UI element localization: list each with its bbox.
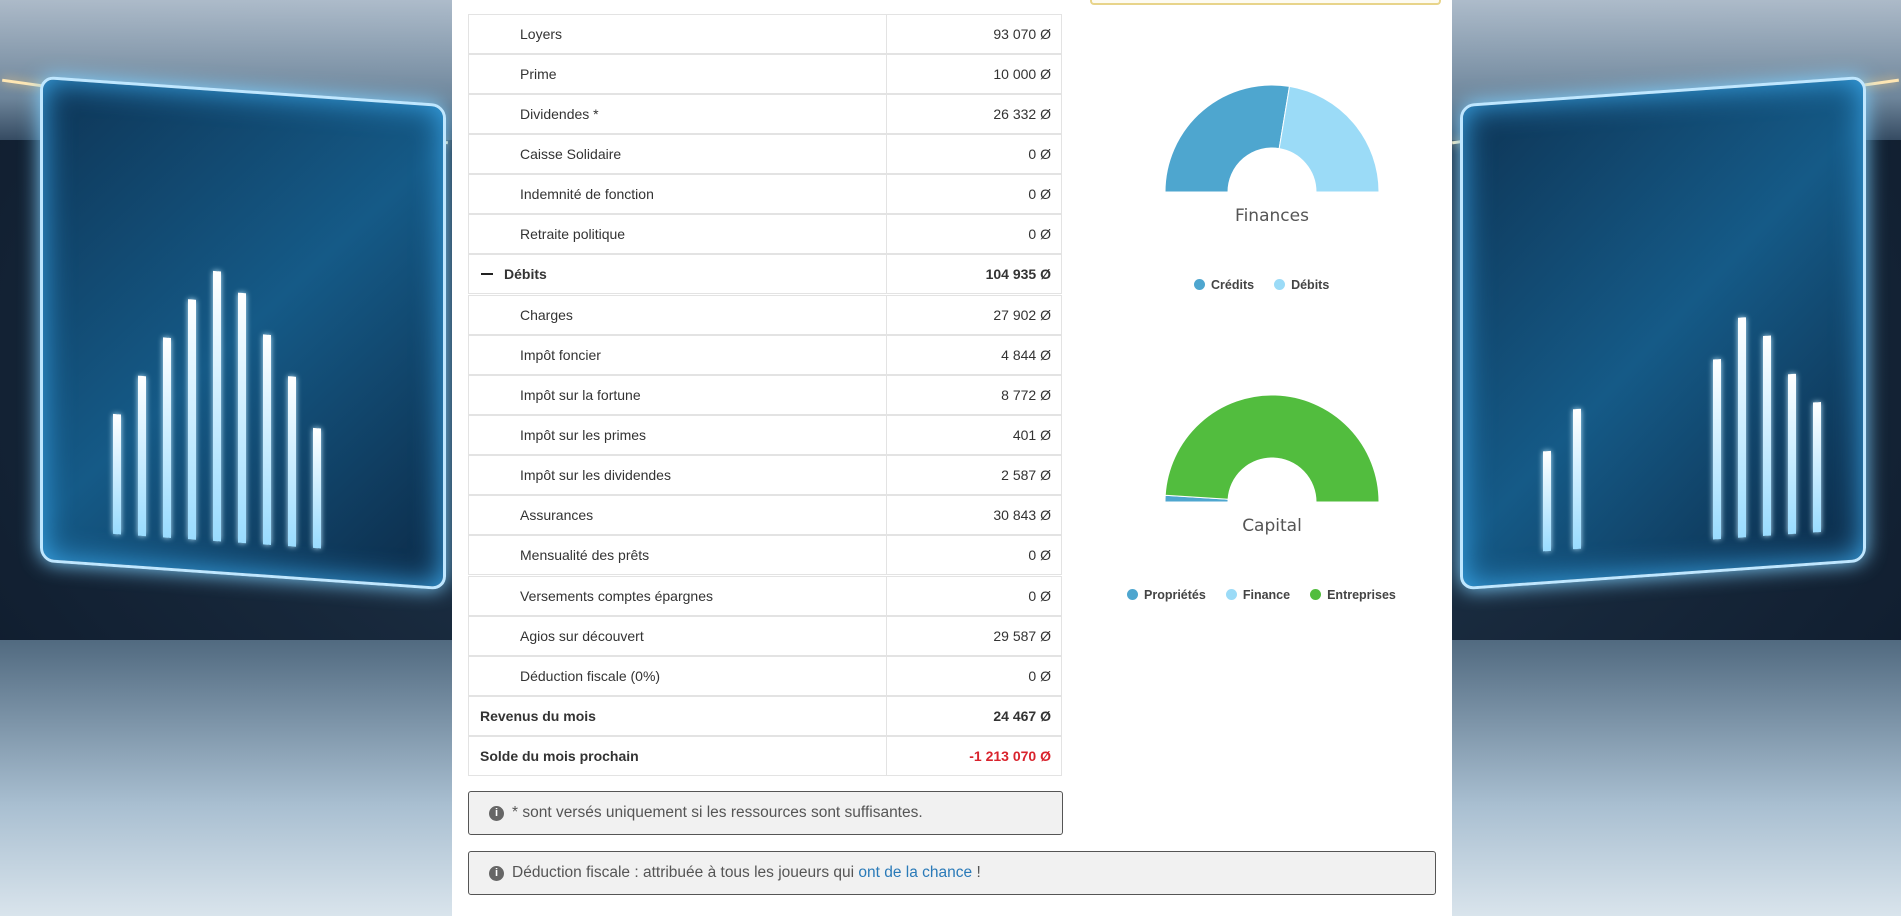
legend-label: Débits xyxy=(1291,278,1330,292)
legend-label: Entreprises xyxy=(1327,588,1396,602)
table-row: Charges 27 902 Ø xyxy=(468,295,1062,335)
row-label: Prime xyxy=(469,55,887,93)
main-panel: Loyers 93 070 Ø Prime 10 000 Ø Dividendes * 2… xyxy=(452,0,1452,916)
row-value: 30 843 Ø xyxy=(993,507,1051,523)
legend-item[interactable]: Entreprises xyxy=(1310,588,1396,602)
table-row: Impôt sur la fortune 8 772 Ø xyxy=(468,375,1062,415)
row-label: Dividendes * xyxy=(469,95,887,133)
legend-dot-icon xyxy=(1274,279,1286,290)
row-label: Indemnité de fonction xyxy=(469,175,887,213)
table-row: Impôt sur les primes 401 Ø xyxy=(468,415,1062,455)
row-value: 0 Ø xyxy=(1028,668,1051,684)
finances-donut-chart xyxy=(1164,84,1380,193)
resources-note: i * sont versés uniquement si les ressou… xyxy=(468,791,1063,835)
row-value: 10 000 Ø xyxy=(993,66,1051,82)
tax-deduction-text: Déduction fiscale : attribuée à tous les… xyxy=(512,864,859,881)
tax-deduction-end: ! xyxy=(972,864,981,881)
row-label: Revenus du mois xyxy=(469,697,887,735)
row-value: 2 587 Ø xyxy=(1001,467,1051,483)
top-panel-edge xyxy=(1090,0,1441,5)
legend-label: Propriétés xyxy=(1144,588,1206,602)
row-label: Débits xyxy=(469,255,887,293)
legend-item[interactable]: Crédits xyxy=(1194,278,1254,292)
row-value: 0 Ø xyxy=(1028,146,1051,162)
table-row: Caisse Solidaire 0 Ø xyxy=(468,134,1062,174)
row-label: Impôt sur les dividendes xyxy=(469,456,887,494)
capital-slice[interactable] xyxy=(1164,394,1380,503)
row-label: Mensualité des prêts xyxy=(469,536,887,574)
row-label: Charges xyxy=(469,296,887,334)
row-value: 26 332 Ø xyxy=(993,106,1051,122)
table-row: Impôt sur les dividendes 2 587 Ø xyxy=(468,455,1062,495)
row-value: 27 902 Ø xyxy=(993,307,1051,323)
legend-label: Crédits xyxy=(1211,278,1255,292)
capital-chart-title: Capital xyxy=(1242,516,1302,536)
finances-legend: Crédits Débits xyxy=(1194,278,1349,292)
row-value: 0 Ø xyxy=(1028,226,1051,242)
table-row: Retraite politique 0 Ø xyxy=(468,214,1062,254)
row-value: 93 070 Ø xyxy=(993,26,1051,42)
row-label: Agios sur découvert xyxy=(469,617,887,655)
capital-donut-chart xyxy=(1164,394,1380,503)
info-icon: i xyxy=(489,806,504,821)
info-icon: i xyxy=(489,866,504,881)
table-row: Versements comptes épargnes 0 Ø xyxy=(468,576,1062,616)
row-label: Retraite politique xyxy=(469,215,887,253)
row-value: 0 Ø xyxy=(1028,186,1051,202)
table-row: Déduction fiscale (0%) 0 Ø xyxy=(468,656,1062,696)
legend-item[interactable]: Propriétés xyxy=(1127,588,1206,602)
finances-chart-title: Finances xyxy=(1235,206,1309,226)
legend-dot-icon xyxy=(1225,589,1237,600)
row-value: 4 844 Ø xyxy=(1001,347,1051,363)
row-label: Impôt foncier xyxy=(469,336,887,374)
row-value: 401 Ø xyxy=(1012,427,1051,443)
legend-item[interactable]: Débits xyxy=(1274,278,1329,292)
row-value: -1 213 070 Ø xyxy=(969,748,1051,764)
row-label: Versements comptes épargnes xyxy=(469,577,887,615)
row-value: 0 Ø xyxy=(1028,547,1051,563)
row-label: Déduction fiscale (0%) xyxy=(469,657,887,695)
legend-dot-icon xyxy=(1127,589,1138,600)
resources-note-text: * sont versés uniquement si les ressourc… xyxy=(512,804,923,821)
row-value: 24 467 Ø xyxy=(993,708,1051,724)
collapse-icon[interactable] xyxy=(481,273,493,275)
table-row[interactable]: Débits 104 935 Ø xyxy=(468,254,1062,294)
row-value: 29 587 Ø xyxy=(993,628,1051,644)
row-label: Impôt sur les primes xyxy=(469,416,887,454)
row-label: Caisse Solidaire xyxy=(469,135,887,173)
table-row: Loyers 93 070 Ø xyxy=(468,14,1062,54)
capital-legend: Propriétés Finance Entreprises xyxy=(1127,588,1416,602)
table-row: Agios sur découvert 29 587 Ø xyxy=(468,616,1062,656)
row-label: Solde du mois prochain xyxy=(469,737,887,775)
row-label: Loyers xyxy=(469,15,887,53)
row-value: 104 935 Ø xyxy=(985,266,1051,282)
table-row: Dividendes * 26 332 Ø xyxy=(468,94,1062,134)
legend-dot-icon xyxy=(1194,279,1205,290)
tax-deduction-note: i Déduction fiscale : attribuée à tous l… xyxy=(468,851,1436,895)
legend-dot-icon xyxy=(1310,589,1322,600)
table-row: Solde du mois prochain -1 213 070 Ø xyxy=(468,736,1062,776)
legend-item[interactable]: Finance xyxy=(1225,588,1291,602)
row-value: 8 772 Ø xyxy=(1001,387,1051,403)
table-row: Mensualité des prêts 0 Ø xyxy=(468,535,1062,575)
row-label: Impôt sur la fortune xyxy=(469,376,887,414)
table-row: Indemnité de fonction 0 Ø xyxy=(468,174,1062,214)
row-label: Assurances xyxy=(469,496,887,534)
luck-link[interactable]: ont de la chance xyxy=(858,864,973,881)
table-row: Revenus du mois 24 467 Ø xyxy=(468,696,1062,736)
table-row: Assurances 30 843 Ø xyxy=(468,495,1062,535)
table-row: Prime 10 000 Ø xyxy=(468,54,1062,94)
legend-label: Finance xyxy=(1242,588,1291,602)
row-value: 0 Ø xyxy=(1028,588,1051,604)
finances-slice[interactable] xyxy=(1278,85,1380,193)
table-row: Impôt foncier 4 844 Ø xyxy=(468,335,1062,375)
finances-slice[interactable] xyxy=(1164,84,1291,193)
